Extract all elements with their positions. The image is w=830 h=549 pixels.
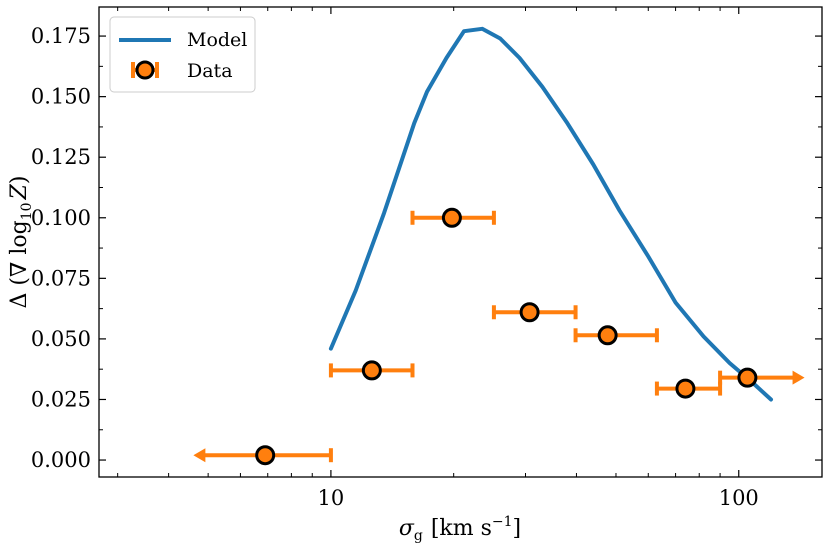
data-marker bbox=[597, 325, 618, 346]
data-point bbox=[718, 367, 805, 388]
data-marker bbox=[255, 445, 276, 466]
data-point bbox=[573, 325, 659, 346]
data-marker bbox=[675, 378, 696, 399]
data-point bbox=[193, 445, 333, 466]
y-tick-label: 0.100 bbox=[31, 206, 91, 230]
y-tick-label: 0.175 bbox=[31, 24, 91, 48]
axis-ticks: 0.000 0.025 0.050 0.075 0.100 0.125 0.150 0.175… bbox=[31, 7, 822, 510]
y-tick-label: 0.025 bbox=[31, 387, 91, 411]
y-tick-label: 0.125 bbox=[31, 145, 91, 169]
model-line bbox=[328, 26, 773, 402]
legend: Model Data bbox=[109, 16, 256, 93]
plot-area bbox=[193, 26, 805, 466]
y-tick-label: 0.075 bbox=[31, 266, 91, 290]
y-tick-label: 0.000 bbox=[31, 448, 91, 472]
data-marker bbox=[441, 207, 462, 228]
legend-data-label: Data bbox=[187, 60, 233, 82]
data-point bbox=[328, 360, 415, 381]
x-tick-label: 100 bbox=[719, 486, 759, 510]
data-marker bbox=[361, 360, 382, 381]
data-marker bbox=[519, 302, 540, 323]
data-arrow-left bbox=[193, 448, 206, 463]
x-axis-label: σg [km s−1] bbox=[399, 514, 521, 544]
data-point bbox=[491, 302, 578, 323]
y-tick-label: 0.150 bbox=[31, 85, 91, 109]
data-point bbox=[654, 378, 723, 399]
y-axis-label: Δ (∇ log10Z) bbox=[7, 176, 35, 309]
y-tick-label: 0.050 bbox=[31, 327, 91, 351]
plot-frame bbox=[98, 6, 823, 478]
data-marker bbox=[737, 367, 758, 388]
x-tick-label: 10 bbox=[318, 486, 345, 510]
data-point bbox=[410, 207, 496, 228]
data-arrow-right bbox=[792, 370, 805, 385]
legend-data-swatch bbox=[131, 60, 159, 80]
legend-model-label: Model bbox=[187, 29, 247, 51]
